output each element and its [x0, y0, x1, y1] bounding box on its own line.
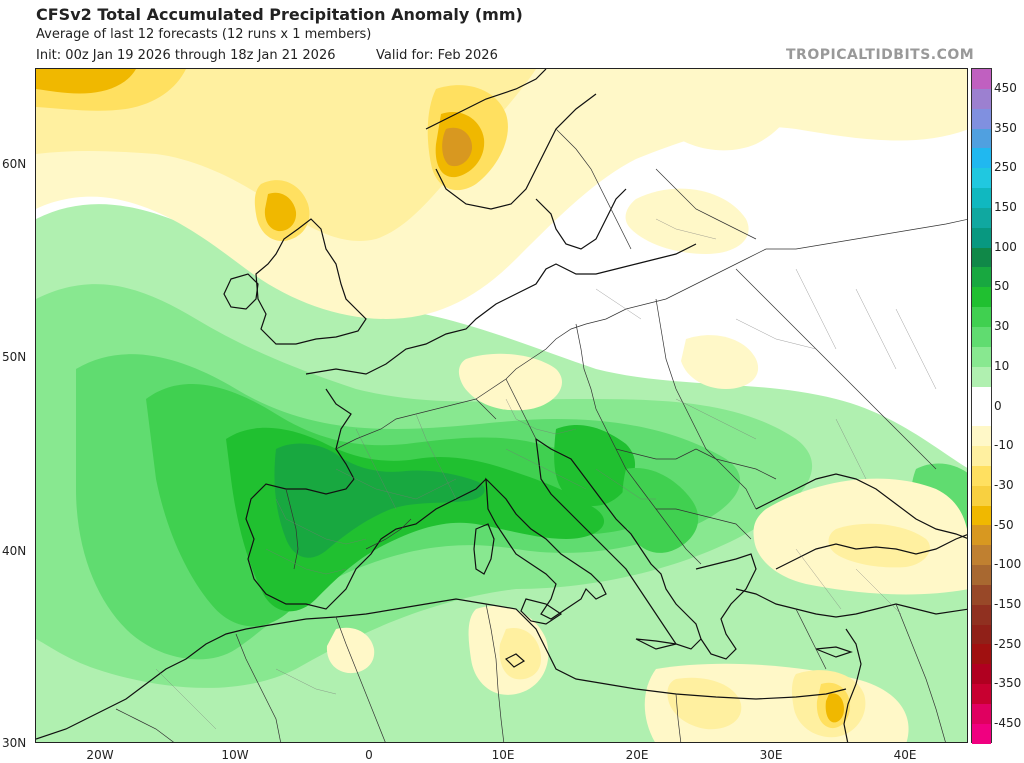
colorbar-segment	[972, 287, 991, 308]
colorbar-segment	[972, 406, 991, 427]
colorbar-label: 10	[994, 358, 1010, 373]
colorbar-segment	[972, 326, 991, 347]
colorbar	[971, 68, 992, 744]
colorbar-label: 350	[994, 120, 1017, 135]
lon-label: 20E	[625, 748, 649, 762]
colorbar-label: -250	[994, 636, 1022, 651]
colorbar-segment	[972, 446, 991, 466]
lat-label: 50N	[2, 350, 27, 364]
colorbar-segment	[972, 346, 991, 367]
lon-label: 30E	[759, 748, 783, 762]
colorbar-segment	[972, 108, 991, 129]
colorbar-segment	[972, 704, 991, 724]
colorbar-segment	[972, 565, 991, 585]
colorbar-label: 30	[994, 319, 1010, 334]
colorbar-label: -30	[994, 477, 1014, 492]
colorbar-segment	[972, 168, 991, 189]
colorbar-segment	[972, 366, 991, 387]
colorbar-label: 100	[994, 239, 1017, 254]
lon-label: 10E	[491, 748, 515, 762]
colorbar-segment	[972, 267, 991, 288]
lat-label: 30N	[2, 736, 27, 750]
colorbar-segment	[972, 485, 991, 506]
colorbar-label: 450	[994, 80, 1017, 95]
wet-atlantic	[36, 204, 967, 742]
colorbar-segment	[972, 545, 991, 566]
colorbar-label: -450	[994, 716, 1022, 731]
lon-label: 10W	[221, 748, 249, 762]
colorbar-label: 250	[994, 160, 1017, 175]
colorbar-label: -100	[994, 557, 1022, 572]
colorbar-segment	[972, 465, 991, 486]
site-credit: TROPICALTIDBITS.COM	[786, 47, 975, 63]
lat-label: 40N	[2, 544, 27, 558]
colorbar-label: -50	[994, 517, 1014, 532]
colorbar-segment	[972, 426, 991, 447]
colorbar-label: 0	[994, 398, 1002, 413]
colorbar-segment	[972, 247, 991, 268]
colorbar-label: 150	[994, 199, 1017, 214]
colorbar-segment	[972, 505, 991, 526]
colorbar-segment	[972, 188, 991, 208]
valid-time: Valid for: Feb 2026	[376, 48, 498, 63]
colorbar-label: -350	[994, 676, 1022, 691]
colorbar-segment	[972, 723, 991, 744]
colorbar-segment	[972, 88, 991, 109]
colorbar-label: 50	[994, 279, 1010, 294]
colorbar-segment	[972, 624, 991, 645]
colorbar-label: -150	[994, 597, 1022, 612]
colorbar-segment	[972, 644, 991, 665]
init-time: Init: 00z Jan 19 2026 through 18z Jan 21…	[36, 48, 336, 63]
colorbar-segment	[972, 386, 991, 407]
colorbar-segment	[972, 604, 991, 625]
lon-label: 40E	[893, 748, 917, 762]
precipitation-map	[35, 68, 968, 743]
lon-label: 20W	[86, 748, 114, 762]
regional-borders	[155, 218, 937, 730]
chart-title: CFSv2 Total Accumulated Precipitation An…	[36, 5, 523, 24]
colorbar-segment	[972, 664, 991, 685]
lat-label: 60N	[2, 157, 27, 171]
colorbar-segment	[972, 148, 991, 169]
colorbar-segment	[972, 584, 991, 605]
colorbar-segment	[972, 227, 991, 248]
chart-subtitle: Average of last 12 forecasts (12 runs x …	[36, 27, 372, 42]
colorbar-segment	[972, 69, 991, 89]
colorbar-segment	[972, 684, 991, 704]
colorbar-segment	[972, 128, 991, 149]
dry-areas	[36, 69, 967, 742]
colorbar-label: -10	[994, 438, 1014, 453]
colorbar-segment	[972, 307, 991, 327]
colorbar-segment	[972, 207, 991, 228]
lon-label: 0	[365, 748, 373, 762]
country-borders	[115, 128, 967, 742]
colorbar-segment	[972, 525, 991, 546]
